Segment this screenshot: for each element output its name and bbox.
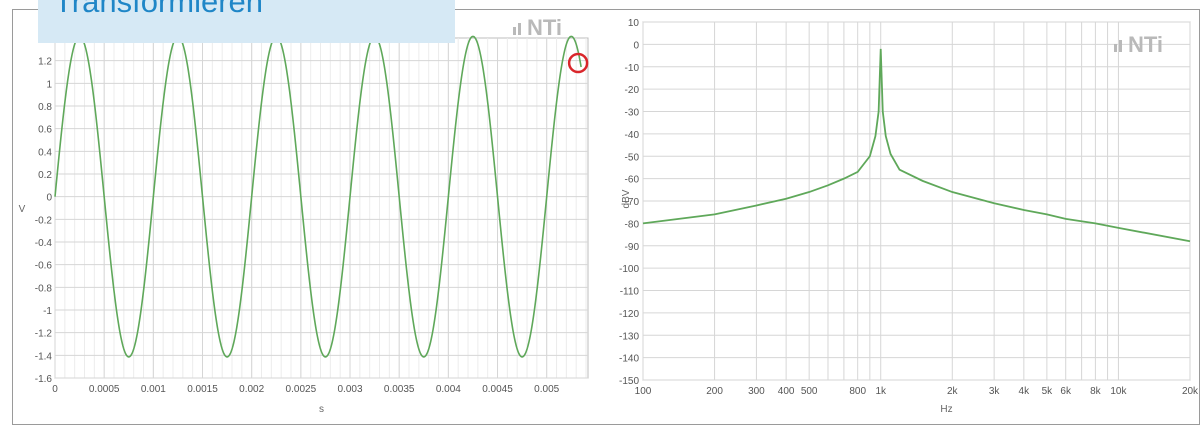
y-tick-label: -130: [619, 331, 639, 342]
x-tick-label: 20k: [1182, 386, 1199, 397]
x-tick-label: 0.005: [534, 384, 559, 395]
x-tick-label: 500: [801, 386, 818, 397]
y-axis-label: dBV: [621, 189, 632, 208]
y-tick-label: 1.2: [38, 57, 52, 68]
time-domain-chart: 0 0.0005 0.001 0.0015 0.002 0.0025 0.003 0.0035…: [19, 15, 589, 415]
x-tick-label: 0.002: [239, 384, 264, 395]
logo-bar-icon: [518, 23, 521, 35]
chart-frame: [12, 9, 1200, 425]
y-tick-label: -1.6: [35, 374, 53, 385]
x-tick-label: 0: [52, 384, 58, 395]
x-axis-label: s: [319, 404, 324, 415]
banner-title: Transformieren: [54, 0, 264, 19]
y-tick-label: -120: [619, 309, 639, 320]
y-tick-label: -140: [619, 354, 639, 365]
y-tick-label: -110: [620, 287, 640, 298]
x-tick-label: 100: [635, 386, 652, 397]
y-tick-label: -60: [625, 175, 640, 186]
x-tick-label: 0.003: [338, 384, 363, 395]
y-tick-label: -80: [625, 219, 640, 230]
nti-logo: NTi: [1128, 32, 1163, 57]
x-tick-label: 8k: [1090, 386, 1102, 397]
x-tick-label: 400: [778, 386, 795, 397]
logo-bar-icon: [513, 27, 516, 35]
y-tick-label: -1: [43, 306, 52, 317]
x-tick-label: 0.0005: [89, 384, 120, 395]
spectrum-series-line: [642, 48, 1191, 243]
y-tick-label: -0.2: [35, 215, 53, 226]
spectrum-chart: 100 200 300 400 500 800 1k 2k 3k 4k 5k 6k 8k 10k 20k10…: [619, 18, 1199, 415]
x-tick-label: 1k: [875, 386, 887, 397]
y-tick-label: -0.6: [35, 261, 53, 272]
y-tick-label: 0.2: [38, 170, 52, 181]
y-tick-label: -50: [625, 152, 640, 163]
x-tick-label: 0.0045: [482, 384, 513, 395]
plot-area-1: [54, 37, 589, 379]
x-axis-label: Hz: [940, 404, 952, 415]
x-tick-label: 5k: [1042, 386, 1054, 397]
y-tick-label: 0: [633, 40, 639, 51]
logo-bar-icon: [1119, 40, 1122, 52]
x-tick-label: 0.0035: [384, 384, 415, 395]
sine-series-line: [54, 35, 582, 358]
x-tick-label: 2k: [947, 386, 959, 397]
y-tick-label: 10: [628, 18, 640, 29]
y-tick-label: -100: [619, 264, 639, 275]
y-axis-label: V: [19, 204, 26, 215]
logo-bar-icon: [1114, 44, 1117, 52]
x-tick-label: 300: [748, 386, 765, 397]
y-tick-label: 0: [46, 193, 52, 204]
x-tick-label: 0.0015: [187, 384, 218, 395]
y-tick-label: -0.4: [35, 238, 53, 249]
y-tick-label: 0.6: [38, 125, 52, 136]
y-tick-label: 0.8: [38, 102, 52, 113]
y-tick-label: 1: [46, 79, 52, 90]
x-tick-label: 3k: [989, 386, 1001, 397]
end-marker-circle: [567, 52, 589, 74]
x-tick-label: 0.001: [141, 384, 166, 395]
nti-logo: NTi: [527, 15, 562, 40]
x-tick-label: 4k: [1019, 386, 1031, 397]
x-tick-label: 0.004: [436, 384, 461, 395]
title-banner: Transformieren: [38, 0, 455, 43]
x-tick-label: 10k: [1110, 386, 1127, 397]
y-tick-label: -30: [625, 108, 640, 119]
y-tick-label: 0.4: [38, 147, 52, 158]
y-tick-label: -10: [625, 63, 640, 74]
x-tick-label: 800: [849, 386, 866, 397]
y-tick-label: -90: [625, 242, 640, 253]
y-tick-label: -150: [619, 376, 639, 387]
x-tick-label: 200: [706, 386, 723, 397]
y-tick-label: -1.4: [35, 351, 53, 362]
y-tick-label: -1.2: [35, 329, 53, 340]
y-tick-label: -40: [625, 130, 640, 141]
y-tick-label: -70: [625, 197, 640, 208]
x-tick-label: 6k: [1060, 386, 1072, 397]
x-tick-label: 0.0025: [286, 384, 317, 395]
y-tick-label: -20: [625, 85, 640, 96]
y-tick-label: -0.8: [35, 283, 53, 294]
